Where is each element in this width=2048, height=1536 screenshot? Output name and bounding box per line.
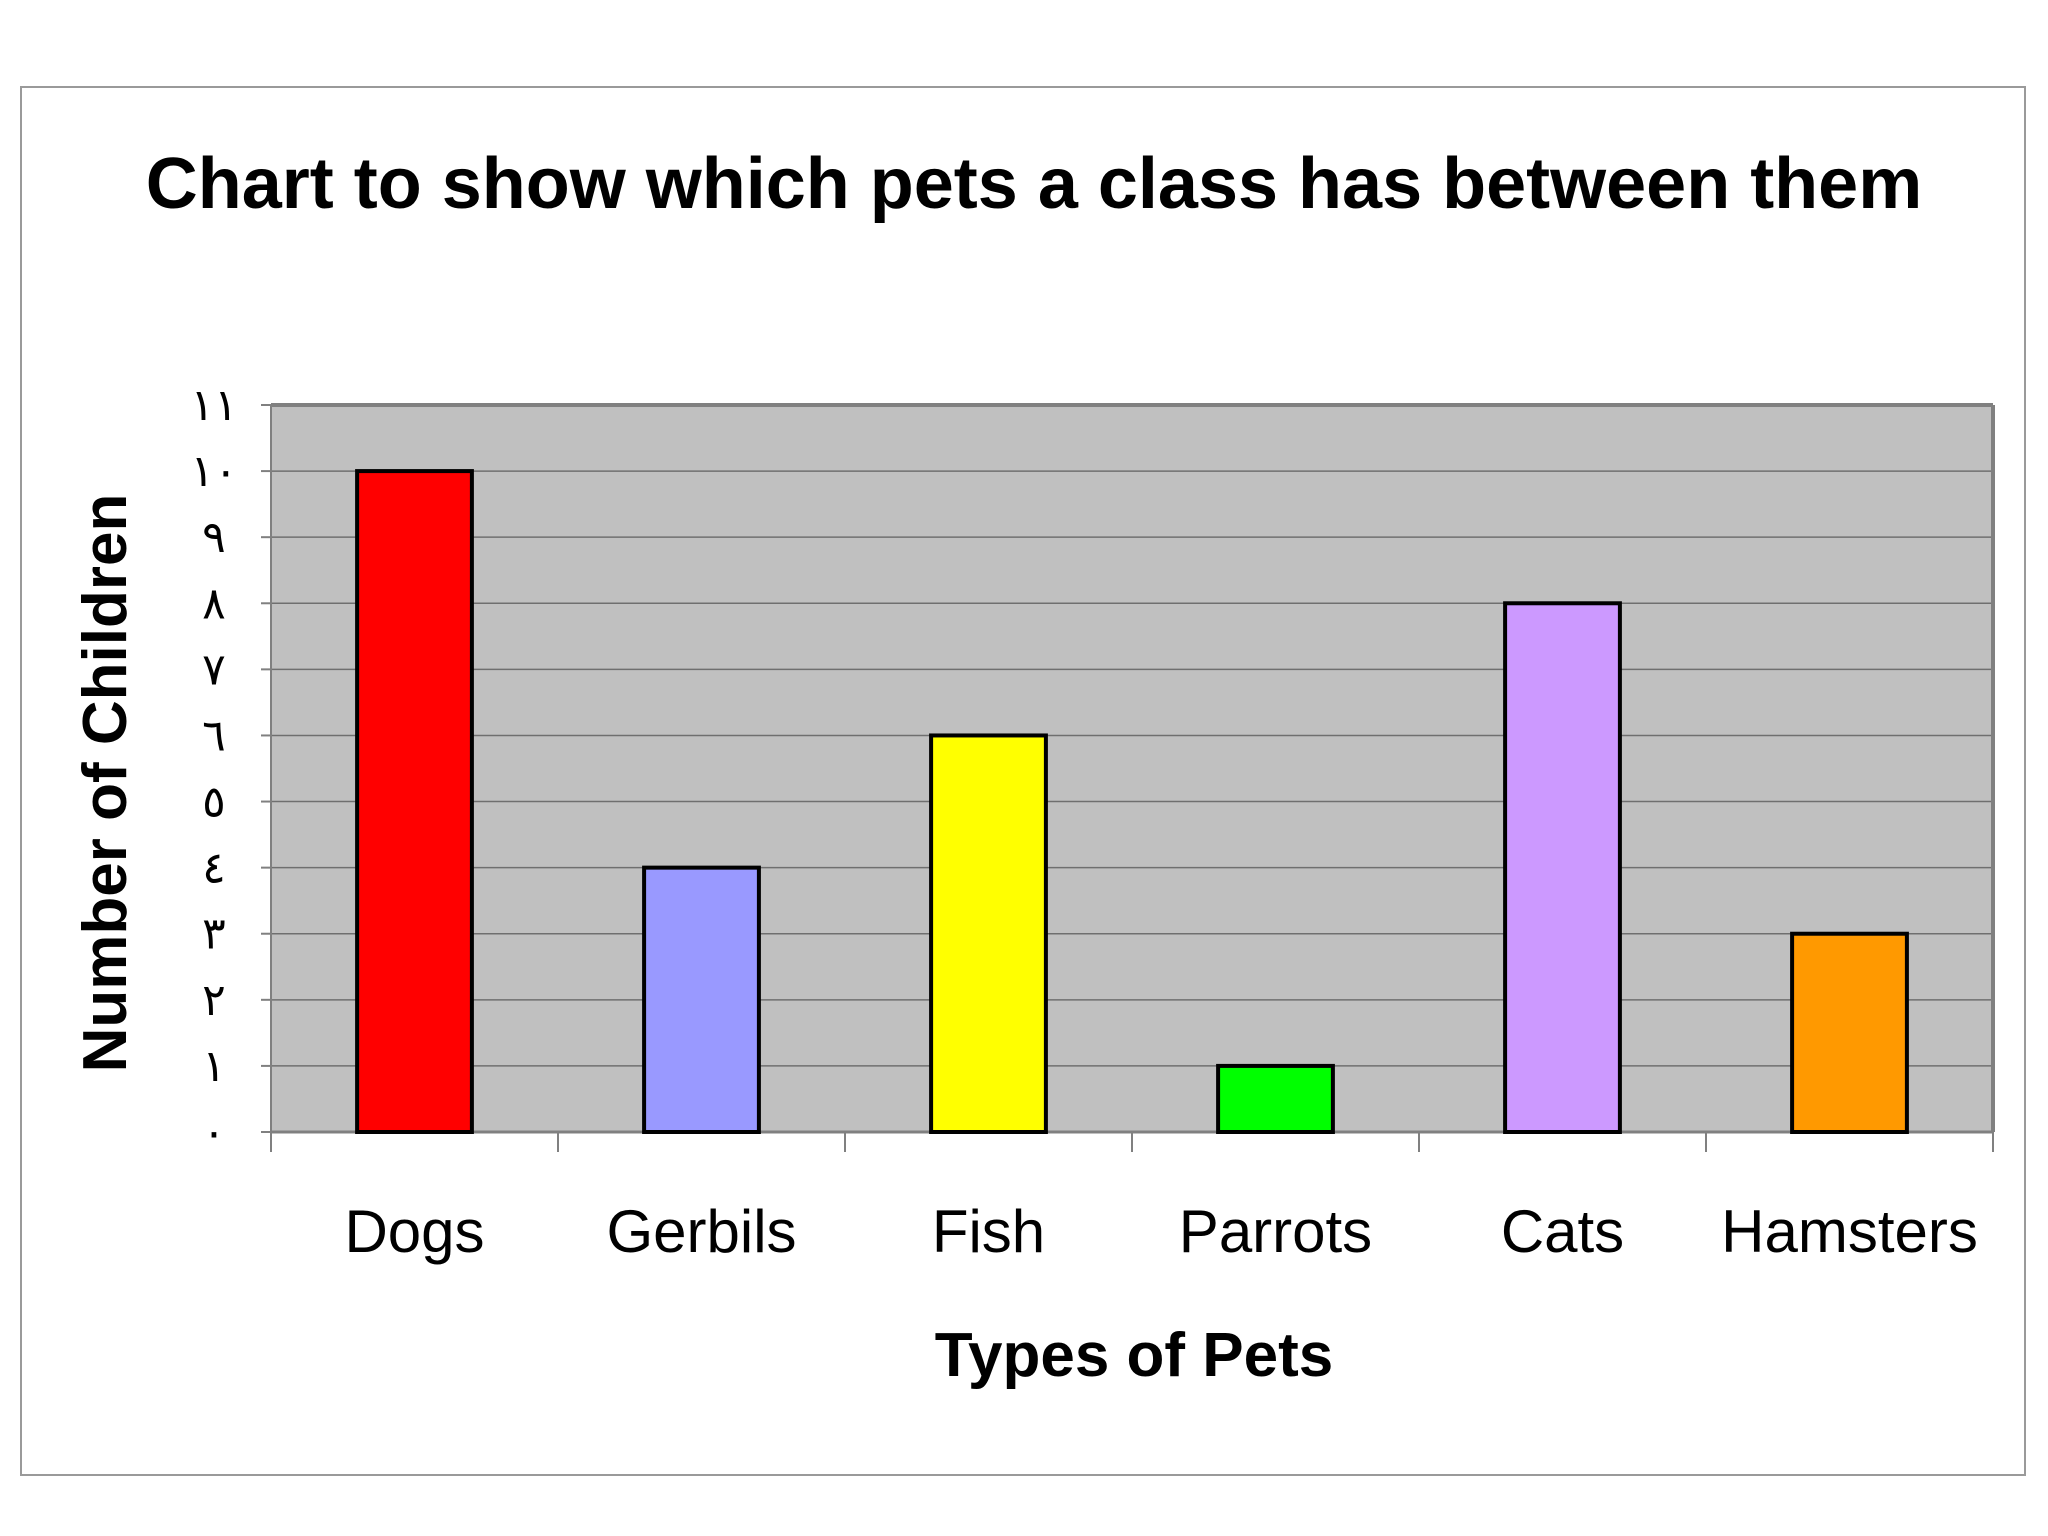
y-tick-label: ١ [202, 1041, 226, 1092]
bar-hamsters [1790, 931, 1909, 1135]
x-category-label: Fish [932, 1198, 1045, 1265]
bar-gerbils [642, 865, 761, 1134]
chart-title: Chart to show which pets a class has bet… [146, 144, 1922, 224]
y-axis-title: Number of Children [71, 494, 140, 1073]
y-tick-label: ٧ [202, 644, 226, 695]
y-tick-label: ٥ [202, 777, 226, 828]
x-axis-title: Types of Pets [935, 1321, 1334, 1390]
y-tick-label: ٩ [202, 512, 226, 563]
y-tick-label: ٦ [202, 710, 226, 761]
y-tick-label: ١١ [190, 380, 237, 431]
x-category-label: Hamsters [1721, 1198, 1978, 1265]
bar-cats [1503, 601, 1622, 1134]
x-category-label: Dogs [344, 1198, 484, 1265]
bar-dogs [355, 469, 474, 1135]
y-tick-label: ١٠ [190, 446, 237, 497]
bar-parrots [1216, 1063, 1335, 1134]
x-category-label: Parrots [1179, 1198, 1372, 1265]
y-tick-label: ٨ [202, 578, 226, 629]
plot-area [271, 405, 1993, 1132]
y-tick-label: ٠ [202, 1107, 226, 1158]
y-tick-label: ٢ [202, 975, 226, 1026]
x-category-label: Gerbils [606, 1198, 796, 1265]
y-tick-label: ٣ [202, 909, 226, 960]
x-category-label: Cats [1501, 1198, 1624, 1265]
bar-fish [929, 733, 1048, 1134]
chart-frame [20, 86, 2026, 1476]
y-tick-label: ٤ [202, 843, 226, 894]
